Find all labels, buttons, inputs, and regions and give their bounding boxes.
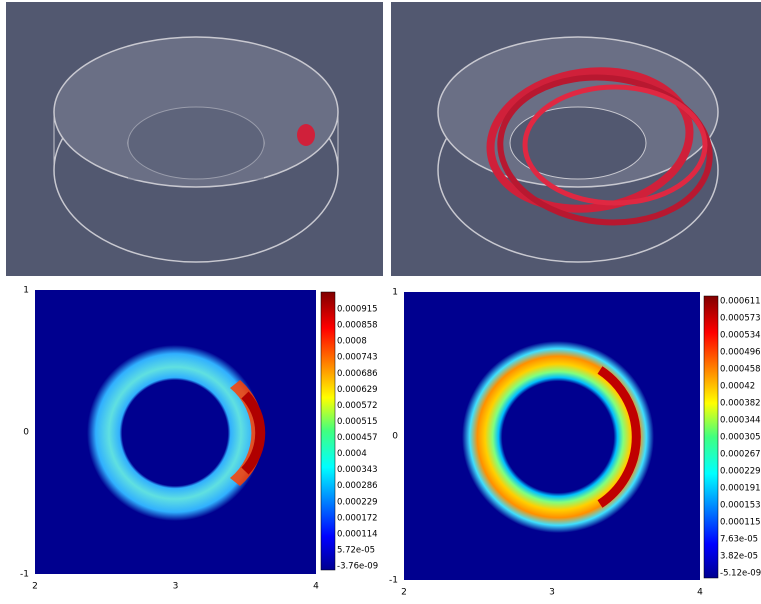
colorbar-label: 0.000534 [720, 331, 761, 341]
colorbar-label: 0.000191 [720, 484, 761, 494]
figure: 2 3 4 1 0 -1 0.000915 0.000858 0.0008 0.000743 0.0… [0, 0, 761, 600]
heatmap [35, 290, 335, 574]
colorbar-label: 0.000114 [337, 529, 378, 539]
colorbar-label: 0.000629 [337, 385, 378, 395]
x-tick-label: 4 [313, 582, 319, 592]
colorbar-label: 0.000229 [720, 467, 761, 477]
y-tick-label: 1 [23, 286, 29, 296]
colorbar-label: 0.000267 [720, 450, 761, 460]
y-tick-label: 1 [392, 288, 398, 298]
colorbar-label: 0.0004 [337, 449, 367, 459]
y-tick-label: 0 [23, 428, 29, 438]
colorbar-label: 0.000343 [337, 465, 378, 475]
colorbar-label: 0.000496 [720, 348, 761, 358]
colorbar-label: 0.000172 [337, 513, 378, 523]
colorbar-label: 0.000229 [337, 497, 378, 507]
colorbar-label: 3.82e-05 [720, 552, 758, 562]
colorbar-label: 0.000344 [720, 416, 761, 426]
colorbar-label: 0.0008 [337, 337, 367, 347]
colorbar-label: 0.000305 [720, 433, 761, 443]
colorbar-label: 0.000915 [337, 305, 378, 315]
colorbar-label: 0.000115 [720, 518, 761, 528]
x-tick-label: 3 [173, 582, 179, 592]
colorbar-label: 0.000458 [720, 365, 761, 375]
y-tick-label: -1 [389, 576, 398, 586]
colorbar-label: 0.00042 [720, 382, 755, 392]
colorbar-label: 0.000611 [720, 297, 761, 307]
colorbar-label: 0.000858 [337, 321, 378, 331]
view-3d [391, 2, 761, 276]
colorbar-label: -5.12e-09 [720, 569, 761, 579]
colorbar-label: 0.000686 [337, 369, 378, 379]
x-tick-label: 4 [697, 588, 703, 598]
colorbar-label: 0.000382 [720, 399, 761, 409]
x-tick-label: 2 [401, 588, 407, 598]
x-tick-label: 3 [549, 588, 555, 598]
colorbar-label: 5.72e-05 [337, 545, 375, 555]
colorbar-label: -3.76e-09 [337, 562, 378, 572]
colorbar-label: 0.000515 [337, 417, 378, 427]
colorbar-label: 0.000573 [720, 314, 761, 324]
y-tick-label: 0 [392, 432, 398, 442]
colorbar-label: 0.000457 [337, 433, 378, 443]
colorbar-label: 0.000153 [720, 501, 761, 511]
x-tick-label: 2 [32, 582, 38, 592]
colorbar-label: 0.000572 [337, 401, 378, 411]
y-tick-label: -1 [20, 570, 29, 580]
colorbar-label: 7.63e-05 [720, 535, 758, 545]
heatmap [404, 292, 718, 580]
view-3d [6, 2, 383, 276]
colorbar-label: 0.000286 [337, 481, 378, 491]
colorbar-label: 0.000743 [337, 353, 378, 363]
